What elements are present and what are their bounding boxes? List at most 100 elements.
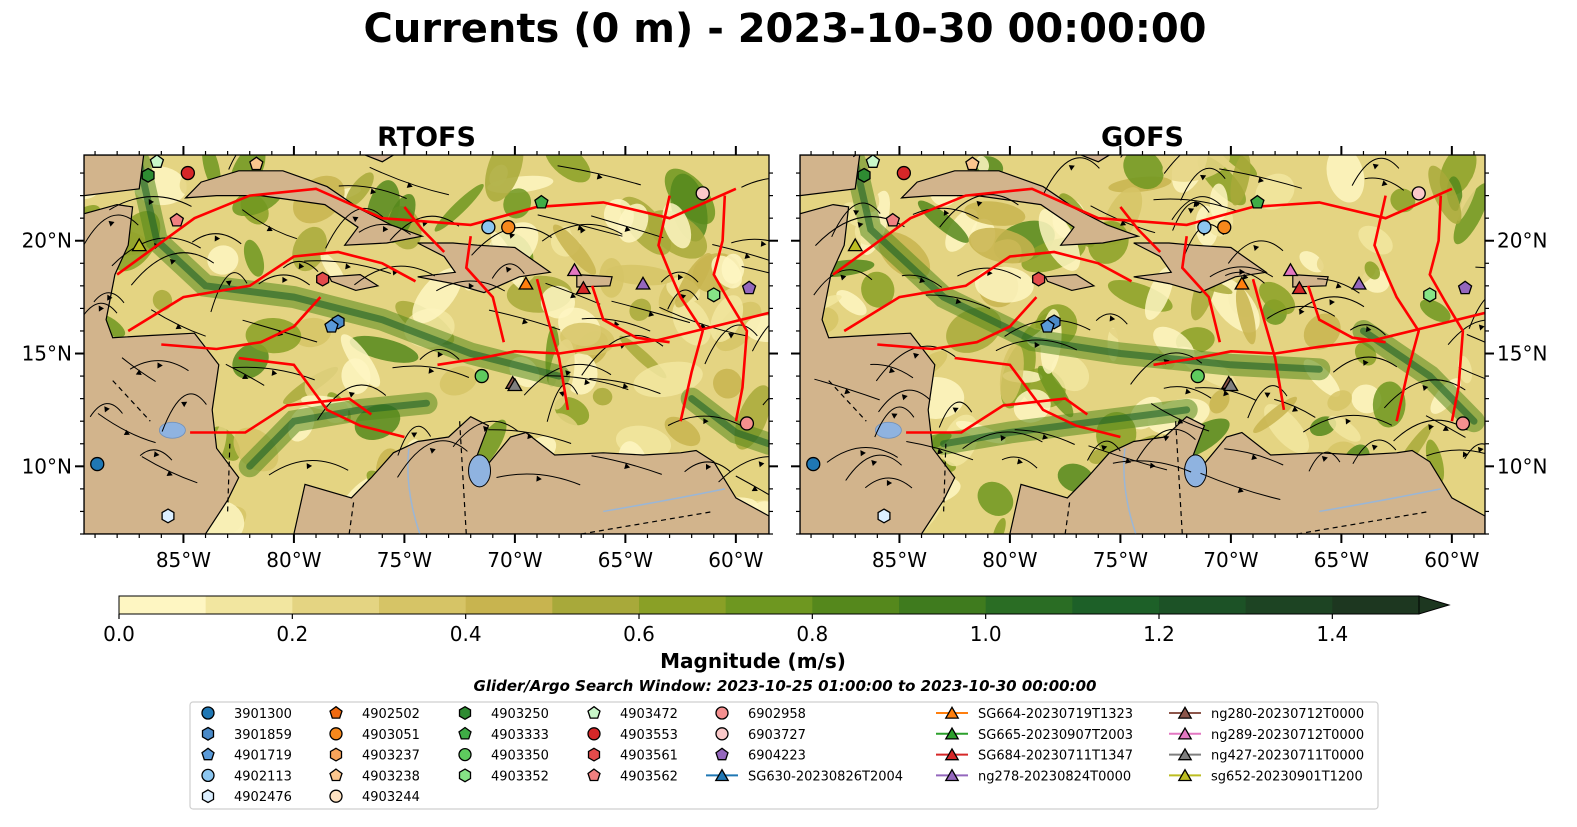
streamline-arrow xyxy=(937,448,944,455)
platform-ng427-20230711T0000 xyxy=(506,377,523,392)
legend-marker xyxy=(458,726,472,740)
magnitude-patch xyxy=(710,295,744,342)
land xyxy=(1044,273,1096,292)
streamline-arrow xyxy=(214,235,221,242)
legend-label: SG664-20230719T1323 xyxy=(978,707,1133,722)
streamline-arrow xyxy=(779,318,786,326)
streamline xyxy=(1298,296,1365,311)
legend-marker xyxy=(329,747,343,762)
streamline-arrow xyxy=(1251,454,1258,461)
streamline xyxy=(741,266,769,274)
boundary-line xyxy=(1428,195,1465,422)
streamline xyxy=(938,401,973,428)
legend-item: 4902502 xyxy=(329,705,420,722)
streamline-arrow xyxy=(1239,268,1245,275)
x-tick-label: 70°W xyxy=(1203,548,1258,572)
streamline-arrow xyxy=(1101,445,1108,451)
y-tick-label: 10°N xyxy=(22,454,72,478)
streamline-arrow xyxy=(1253,245,1260,252)
boundary-line xyxy=(1119,206,1162,253)
magnitude-patch xyxy=(976,155,989,173)
streamline xyxy=(1426,449,1485,457)
colorbar-segment xyxy=(639,596,727,614)
boundary-line xyxy=(238,356,405,439)
platform-4903562 xyxy=(885,212,901,227)
streamline-arrow xyxy=(1428,424,1434,431)
platform-6904223 xyxy=(1457,280,1473,295)
streamline xyxy=(354,265,436,286)
legend-label: ng427-20230711T0000 xyxy=(1211,749,1364,764)
streamline-arrow xyxy=(648,310,655,317)
streamline-arrow xyxy=(1499,383,1506,390)
legend-label: 3901859 xyxy=(234,728,292,743)
land xyxy=(1079,155,1111,163)
streamline xyxy=(488,429,572,444)
streamline xyxy=(1112,460,1192,473)
streamline xyxy=(282,261,319,273)
streamline-arrow xyxy=(901,394,908,401)
streamline-arrow xyxy=(559,391,566,397)
legend-marker xyxy=(1177,768,1193,782)
strong-current-core xyxy=(940,406,1191,448)
streamline xyxy=(129,360,189,372)
magnitude-patch xyxy=(977,481,1014,517)
streamline xyxy=(268,460,349,476)
boundary-line xyxy=(190,397,373,434)
legend-label: 4902502 xyxy=(362,707,420,722)
legend-marker xyxy=(944,747,960,761)
magnitude-patch xyxy=(1230,155,1251,206)
platform-4903472 xyxy=(149,155,165,168)
country-border xyxy=(581,510,714,534)
colorbar-segment xyxy=(899,596,987,614)
magnitude-patch xyxy=(1419,299,1451,323)
streamline xyxy=(1209,266,1274,278)
streamline-arrow xyxy=(411,432,418,438)
strong-current-core xyxy=(135,158,563,380)
colorbar-label: Magnitude (m/s) xyxy=(660,649,846,673)
streamline-arrow xyxy=(437,351,444,358)
streamline xyxy=(304,260,391,274)
streamline-arrow xyxy=(1242,273,1249,280)
river xyxy=(603,488,725,513)
streamline xyxy=(611,300,691,324)
boundary-line xyxy=(1306,285,1386,344)
y-tick-label: 15°N xyxy=(22,342,72,366)
boundary-line xyxy=(832,187,1453,276)
legend-marker xyxy=(587,768,601,782)
country-border xyxy=(1175,421,1183,534)
land xyxy=(293,415,769,534)
boundary-line xyxy=(127,250,417,333)
streamline-arrow xyxy=(1371,444,1378,451)
map-panel-rtofs: RTOFS 85°W 80°W 75°W 70°W 65°W 60°W 20°N 15°N 10°… xyxy=(22,122,786,572)
streamline xyxy=(392,365,470,378)
streamline xyxy=(161,393,207,432)
legend-item: 4903352 xyxy=(458,768,549,784)
legend-marker xyxy=(944,705,960,719)
magnitude-patch xyxy=(1259,281,1296,315)
platform-4903333 xyxy=(534,194,549,209)
platform-sg652-20230901T1200 xyxy=(131,237,148,252)
streamline xyxy=(1136,428,1196,461)
streamline-arrow xyxy=(1188,208,1195,214)
streamline xyxy=(874,406,915,438)
streamline xyxy=(1466,334,1485,343)
platform-6904223 xyxy=(741,280,757,295)
streamline xyxy=(925,294,991,310)
land xyxy=(363,155,395,163)
magnitude-patch xyxy=(439,366,478,396)
land xyxy=(1009,415,1485,534)
streamline-arrow xyxy=(271,369,278,376)
streamline xyxy=(258,274,311,286)
x-tick-label: 85°W xyxy=(872,548,927,572)
colorbar-tick-label: 1.0 xyxy=(970,622,1002,646)
river xyxy=(407,448,421,534)
colorbar-segment xyxy=(465,596,553,614)
platform-4903352 xyxy=(707,287,721,303)
colorbar-segment xyxy=(1245,596,1333,614)
boundary-line xyxy=(1180,236,1222,343)
colorbar-frame xyxy=(118,595,1420,615)
colorbar-segment xyxy=(1072,596,1160,614)
streamline xyxy=(957,267,1022,279)
streamline-arrow xyxy=(1363,359,1369,366)
streamline xyxy=(1087,440,1121,461)
